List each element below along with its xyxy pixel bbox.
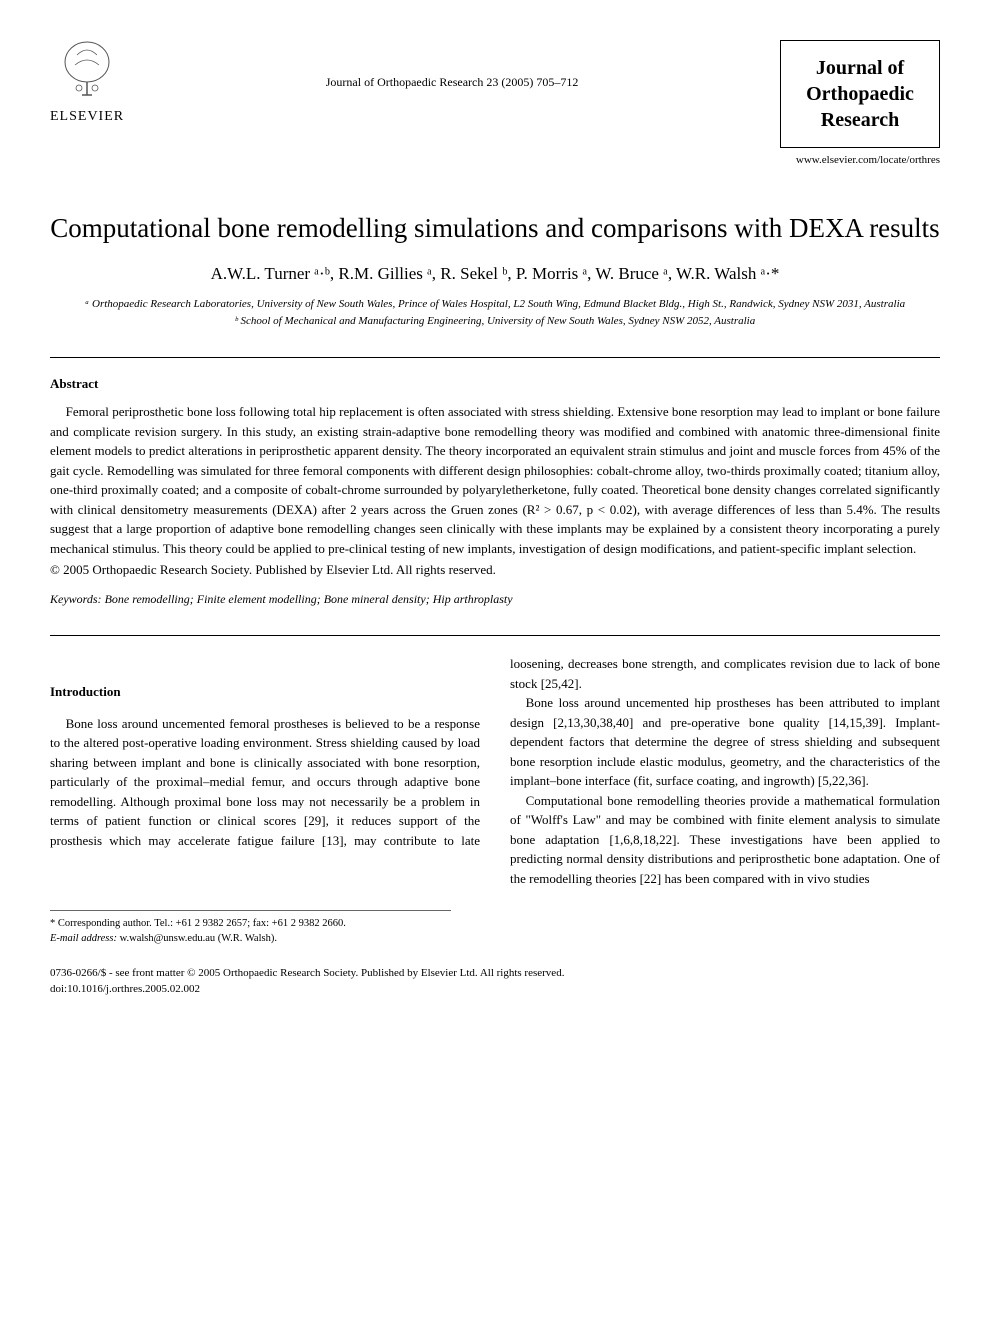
journal-box-wrap: Journal of Orthopaedic Research www.else… (780, 40, 940, 166)
author-list: A.W.L. Turner ᵃ·ᵇ, R.M. Gillies ᵃ, R. Se… (50, 264, 940, 284)
affiliation-a: ᵃ Orthopaedic Research Laboratories, Uni… (50, 296, 940, 313)
corr-tel-fax: * Corresponding author. Tel.: +61 2 9382… (50, 917, 451, 932)
publisher-logo-block: ELSEVIER (50, 40, 124, 125)
journal-name-2: Orthopaedic (803, 81, 917, 107)
journal-url: www.elsevier.com/locate/orthres (780, 154, 940, 166)
publisher-name: ELSEVIER (50, 109, 124, 125)
footer-meta: 0736-0266/$ - see front matter © 2005 Or… (50, 966, 940, 997)
doi-line: doi:10.1016/j.orthres.2005.02.002 (50, 982, 940, 997)
title-block: Computational bone remodelling simulatio… (50, 211, 940, 329)
corr-email-line: E-mail address: w.walsh@unsw.edu.au (W.R… (50, 932, 451, 947)
keywords-label: Keywords: (50, 592, 102, 606)
affiliations: ᵃ Orthopaedic Research Laboratories, Uni… (50, 296, 940, 329)
corr-email: w.walsh@unsw.edu.au (W.R. Walsh). (120, 933, 277, 944)
intro-para-3: Computational bone remodelling theories … (510, 791, 940, 889)
affiliation-b: ᵇ School of Mechanical and Manufacturing… (50, 313, 940, 330)
keywords-text: Bone remodelling; Finite element modelli… (105, 592, 513, 606)
paper-title: Computational bone remodelling simulatio… (50, 211, 940, 246)
abstract-heading: Abstract (50, 376, 940, 392)
issn-line: 0736-0266/$ - see front matter © 2005 Or… (50, 966, 940, 981)
journal-reference: Journal of Orthopaedic Research 23 (2005… (326, 75, 579, 90)
corr-email-label: E-mail address: (50, 933, 117, 944)
abstract-copyright: © 2005 Orthopaedic Research Society. Pub… (50, 562, 940, 578)
divider-top (50, 357, 940, 358)
abstract-body: Femoral periprosthetic bone loss followi… (50, 402, 940, 558)
journal-name-3: Research (803, 107, 917, 133)
elsevier-tree-icon (57, 40, 117, 105)
introduction-heading: Introduction (50, 682, 480, 702)
abstract-paragraph: Femoral periprosthetic bone loss followi… (50, 402, 940, 558)
journal-name-1: Journal of (803, 55, 917, 81)
intro-para-2: Bone loss around uncemented hip prosthes… (510, 693, 940, 791)
divider-bottom (50, 635, 940, 636)
journal-title-box: Journal of Orthopaedic Research (780, 40, 940, 148)
body-columns: Introduction Bone loss around uncemented… (50, 654, 940, 888)
keywords-line: Keywords: Bone remodelling; Finite eleme… (50, 592, 940, 607)
header-row: ELSEVIER Journal of Orthopaedic Research… (50, 40, 940, 166)
corresponding-author-block: * Corresponding author. Tel.: +61 2 9382… (50, 910, 451, 946)
